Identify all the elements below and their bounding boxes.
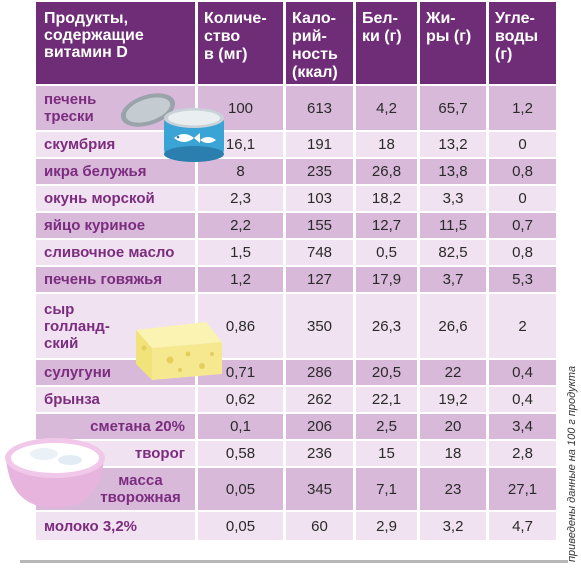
row-protein: 22,1: [356, 387, 420, 414]
row-kcal: 103: [286, 186, 356, 213]
row-name: брынза: [36, 387, 198, 414]
row-kcal: 236: [286, 441, 356, 468]
row-kcal: 191: [286, 132, 356, 159]
row-kcal: 262: [286, 387, 356, 414]
row-amount: 2,3: [198, 186, 286, 213]
row-carbs: 0: [489, 186, 556, 213]
row-fat: 3,3: [420, 186, 489, 213]
row-protein: 17,9: [356, 267, 420, 294]
header-fat: Жи- ры (г): [420, 2, 489, 86]
row-protein: 26,3: [356, 294, 420, 360]
row-kcal: 613: [286, 86, 356, 132]
row-name: окунь морской: [36, 186, 198, 213]
row-carbs: 3,4: [489, 414, 556, 441]
row-carbs: 2,8: [489, 441, 556, 468]
row-fat: 3,7: [420, 267, 489, 294]
row-carbs: 0,4: [489, 387, 556, 414]
row-fat: 23: [420, 468, 489, 512]
row-amount: 0,62: [198, 387, 286, 414]
row-protein: 18,2: [356, 186, 420, 213]
row-protein: 26,8: [356, 159, 420, 186]
row-kcal: 345: [286, 468, 356, 512]
row-name: печень говяжья: [36, 267, 198, 294]
row-name: сметана 20%: [36, 414, 198, 441]
row-carbs: 27,1: [489, 468, 556, 512]
row-amount: 1,2: [198, 267, 286, 294]
row-protein: 0,5: [356, 240, 420, 267]
row-amount: 0,05: [198, 468, 286, 512]
header-amount: Количе- ство в (мг): [198, 2, 286, 86]
row-protein: 18: [356, 132, 420, 159]
header-calories: Кало- рий- ность (ккал): [286, 2, 356, 86]
row-carbs: 4,7: [489, 512, 556, 542]
row-carbs: 5,3: [489, 267, 556, 294]
row-amount: 0,05: [198, 512, 286, 542]
row-amount: 1,5: [198, 240, 286, 267]
row-protein: 4,2: [356, 86, 420, 132]
row-amount: 0,1: [198, 414, 286, 441]
row-carbs: 1,2: [489, 86, 556, 132]
row-name: икра белужья: [36, 159, 198, 186]
row-kcal: 60: [286, 512, 356, 542]
row-name: яйцо куриное: [36, 213, 198, 240]
row-carbs: 0,4: [489, 360, 556, 387]
row-carbs: 0: [489, 132, 556, 159]
row-fat: 65,7: [420, 86, 489, 132]
fish-can-icon: [120, 93, 224, 162]
row-protein: 20,5: [356, 360, 420, 387]
row-kcal: 127: [286, 267, 356, 294]
row-fat: 13,8: [420, 159, 489, 186]
cheese-icon: [136, 322, 222, 380]
row-amount: 8: [198, 159, 286, 186]
row-kcal: 155: [286, 213, 356, 240]
row-fat: 22: [420, 360, 489, 387]
row-kcal: 748: [286, 240, 356, 267]
header-carbs: Угле- воды (г): [489, 2, 556, 86]
row-kcal: 235: [286, 159, 356, 186]
row-fat: 20: [420, 414, 489, 441]
row-fat: 13,2: [420, 132, 489, 159]
row-kcal: 206: [286, 414, 356, 441]
row-protein: 15: [356, 441, 420, 468]
row-amount: 0,58: [198, 441, 286, 468]
row-fat: 82,5: [420, 240, 489, 267]
header-protein: Бел- ки (г): [356, 2, 420, 86]
row-protein: 2,5: [356, 414, 420, 441]
bottom-divider: [20, 560, 568, 563]
row-name: сливочное масло: [36, 240, 198, 267]
row-amount: 0,86: [198, 294, 286, 360]
row-carbs: 0,8: [489, 159, 556, 186]
row-carbs: 0,7: [489, 213, 556, 240]
row-fat: 26,6: [420, 294, 489, 360]
row-protein: 2,9: [356, 512, 420, 542]
row-carbs: 2: [489, 294, 556, 360]
vitamin-d-table: Продукты, содержащие витамин D Количе- с…: [36, 2, 556, 550]
sour-cream-bowl-icon: [5, 438, 105, 508]
row-fat: 18: [420, 441, 489, 468]
row-amount: 2,2: [198, 213, 286, 240]
row-fat: 19,2: [420, 387, 489, 414]
header-product: Продукты, содержащие витамин D: [36, 2, 198, 86]
row-kcal: 350: [286, 294, 356, 360]
row-protein: 12,7: [356, 213, 420, 240]
row-name: молоко 3,2%: [36, 512, 198, 542]
row-protein: 7,1: [356, 468, 420, 512]
row-kcal: 286: [286, 360, 356, 387]
row-carbs: 0,8: [489, 240, 556, 267]
footnote: приведены данные на 100 г продукта: [566, 365, 578, 562]
row-fat: 3,2: [420, 512, 489, 542]
row-fat: 11,5: [420, 213, 489, 240]
